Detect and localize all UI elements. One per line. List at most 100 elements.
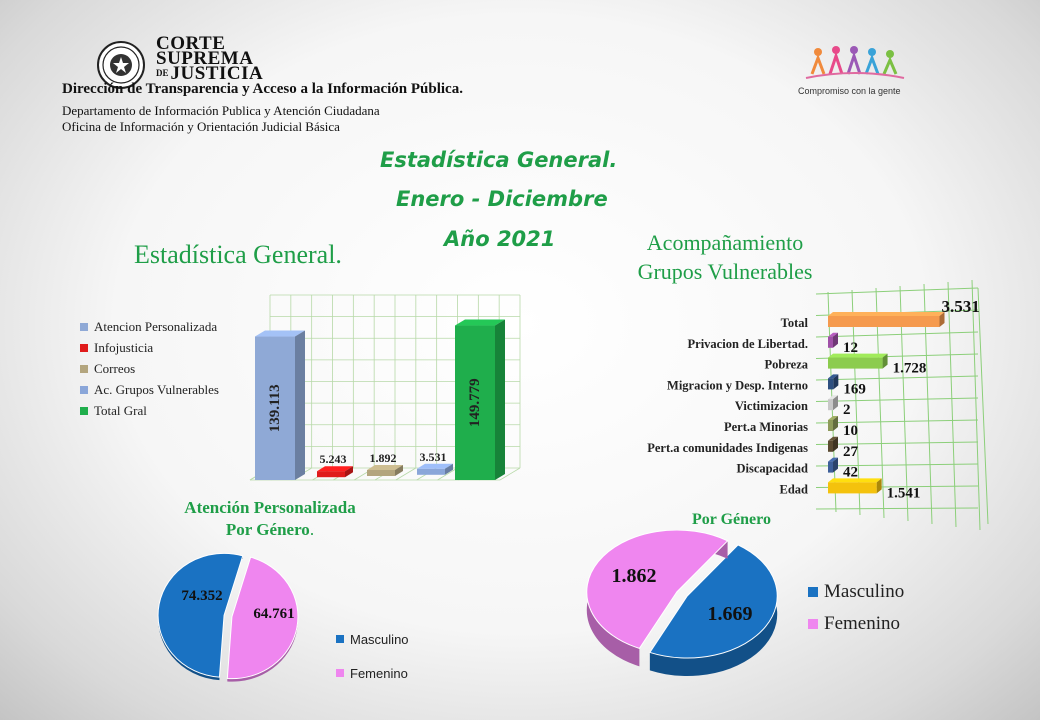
legend-swatch [80, 322, 88, 331]
chart2-category-label: Pobreza [764, 358, 808, 372]
chart1-data-label: 3.531 [420, 450, 447, 464]
legend-swatch [80, 406, 88, 415]
legend-swatch [336, 635, 344, 643]
court-seal-icon [97, 41, 145, 89]
chart2-bar [828, 436, 838, 452]
bar-side [495, 319, 505, 480]
org-line-2: SUPREMA [156, 48, 254, 69]
chart1-legend: Atencion Personalizada Infojusticia Corr… [80, 316, 219, 421]
chart2-category-label: Privacion de Libertad. [688, 337, 808, 351]
chart1-legend-item: Total Gral [80, 400, 219, 421]
bar-top [828, 457, 838, 462]
chart2-hbar-chart: Total 3.531 Privacion de Libertad. 12 Pobrez… [647, 279, 989, 531]
bar-front [828, 336, 833, 348]
grid-line [947, 281, 957, 528]
grid-line [815, 441, 979, 445]
bar-top [828, 416, 838, 420]
bar-top [455, 319, 505, 326]
bar-top [367, 465, 403, 470]
slice-face [226, 556, 299, 680]
chart2-data-label: 1.728 [893, 361, 927, 377]
legend-label: Femenino [824, 613, 900, 634]
bar-side [295, 330, 305, 480]
people-logo-icon [805, 46, 905, 79]
chart3-legend-item: Masculino [336, 622, 409, 656]
bar-front [828, 399, 833, 411]
chart2-bar [828, 312, 945, 327]
chart1-bar [367, 465, 403, 476]
chart4-legend-item: Masculino [808, 576, 904, 608]
chart2-bar [828, 457, 838, 473]
chart1-bar [455, 319, 505, 480]
bar-front [828, 378, 834, 390]
chart1-bar [255, 330, 305, 480]
chart2-category-label: Pert.a comunidades Indigenas [647, 441, 808, 455]
bar-side [345, 466, 353, 478]
bar-top [828, 436, 838, 441]
chart1-legend-item: Infojusticia [80, 337, 219, 358]
pie-data-label: 1.862 [612, 565, 657, 587]
bar-top [417, 463, 453, 469]
pie-slice [649, 544, 778, 677]
chart1-data-label: 1.892 [370, 451, 397, 465]
bar-side [833, 416, 838, 431]
bar-side [833, 395, 838, 411]
chart1-bar [417, 463, 453, 475]
chart2-bar [828, 353, 888, 369]
legend-label: Atencion Personalizada [94, 318, 218, 334]
chart2-title-line-1: Acompañamiento [646, 230, 804, 255]
chart2-category-label: Discapacidad [736, 462, 808, 476]
grid-line [499, 467, 521, 481]
bar-top [828, 312, 945, 316]
legend-label: Correos [94, 360, 136, 376]
chart3-legend-item: Femenino [336, 656, 409, 690]
chart2-bar [828, 395, 838, 411]
bar-front [828, 357, 883, 369]
org-name: CORTE SUPREMA DE JUSTICIA [156, 34, 263, 83]
chart4-legend-item: Femenino [808, 608, 904, 640]
chart2-category-label: Victimizacion [735, 399, 808, 413]
chart2-title: Acompañamiento Grupos Vulnerables [600, 228, 850, 286]
grid-line [851, 289, 861, 516]
pie-data-label: 64.761 [253, 606, 294, 622]
pie-data-label: 1.669 [708, 603, 753, 625]
grid-line [977, 287, 989, 525]
pie-data-label: 74.352 [181, 588, 222, 604]
bar-top [317, 466, 353, 472]
main-title-line-3: Año 2021 [444, 227, 556, 251]
bar-side [876, 478, 882, 494]
grid-line [815, 419, 979, 424]
slice-face [649, 544, 778, 659]
office-line: Oficina de Información y Orientación Jud… [62, 119, 340, 134]
department-line: Departamento de Información Publica y At… [62, 103, 380, 118]
bar-side [833, 332, 838, 348]
pie-slice [586, 530, 729, 667]
bar-top [828, 395, 838, 400]
chart2-bar [828, 478, 882, 494]
chart1-legend-item: Correos [80, 358, 219, 379]
slogan: Compromiso con la gente [798, 86, 901, 96]
bar-front [455, 325, 495, 480]
legend-label: Femenino [350, 665, 408, 681]
pie-slice [226, 556, 299, 682]
bar-top [828, 374, 839, 379]
chart3-title-line-1: Atención Personalizada [184, 498, 356, 517]
chart2-data-label: 10 [843, 423, 858, 439]
bar-front [317, 471, 345, 478]
chart2-category-label: Pert.a Minorias [724, 420, 808, 434]
chart4-legend: Masculino Femenino [808, 576, 904, 640]
bar-top [828, 332, 838, 337]
bar-side [395, 465, 403, 476]
legend-label: Masculino [824, 581, 905, 602]
slice-side [649, 544, 778, 677]
bar-front [828, 440, 833, 452]
chart1-data-label: 5.243 [320, 452, 347, 466]
bar-side [833, 374, 839, 390]
legend-label: Masculino [350, 631, 409, 647]
pie-slice [157, 552, 244, 681]
chart2-data-label: 3.531 [942, 297, 980, 316]
chart3-title: Atención Personalizada Por Género. [150, 497, 390, 541]
slice-face [586, 530, 729, 649]
grid-line [815, 375, 979, 381]
legend-label: Infojusticia [94, 339, 154, 355]
